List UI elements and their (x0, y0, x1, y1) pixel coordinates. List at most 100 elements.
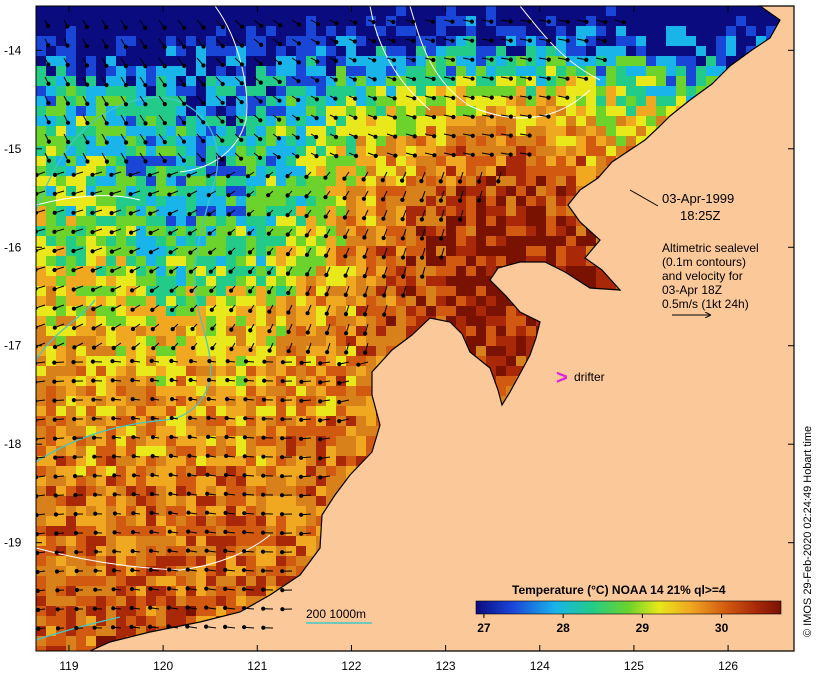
sst-pixel (106, 326, 117, 337)
sst-pixel (66, 646, 77, 651)
sst-pixel (336, 76, 347, 87)
sst-pixel (466, 286, 477, 297)
sst-pixel (426, 146, 437, 157)
sst-pixel (206, 256, 217, 267)
sst-pixel (546, 236, 557, 247)
sst-pixel (136, 196, 147, 207)
sst-pixel (66, 476, 77, 487)
sst-pixel (176, 126, 187, 137)
sst-pixel (36, 246, 47, 257)
sst-pixel (376, 206, 387, 217)
sst-pixel (576, 276, 587, 287)
sst-pixel (496, 296, 507, 307)
sst-pixel (276, 176, 287, 187)
sst-pixel (96, 416, 107, 427)
sst-pixel (226, 276, 237, 287)
sst-pixel (286, 166, 297, 177)
sst-pixel (156, 96, 167, 107)
sst-pixel (306, 366, 317, 377)
sst-pixel (86, 476, 97, 487)
sst-pixel (546, 46, 557, 57)
sst-pixel (326, 116, 337, 127)
sst-pixel (406, 106, 417, 117)
sst-pixel (416, 246, 427, 257)
sst-pixel (76, 86, 87, 97)
sst-pixel (236, 126, 247, 137)
sst-pixel (336, 216, 347, 227)
sst-pixel (96, 496, 107, 507)
velocity-vector-head (45, 23, 51, 28)
sst-pixel (56, 246, 67, 257)
sst-pixel (316, 286, 327, 297)
sst-pixel (76, 506, 87, 517)
sst-pixel (426, 256, 437, 267)
sst-pixel (76, 26, 87, 37)
sst-pixel (216, 366, 227, 377)
sst-pixel (256, 146, 267, 157)
sst-pixel (46, 506, 57, 517)
sst-pixel (256, 126, 267, 137)
sst-pixel (406, 256, 417, 267)
sst-pixel (296, 116, 307, 127)
sst-pixel (236, 86, 247, 97)
sst-pixel (156, 426, 167, 437)
sst-pixel (336, 476, 347, 487)
sst-pixel (86, 436, 97, 447)
velocity-vector-head (240, 24, 245, 29)
sst-pixel (46, 86, 57, 97)
sst-pixel (476, 276, 487, 287)
sst-pixel (216, 266, 227, 277)
sst-pixel (296, 256, 307, 267)
sst-pixel (156, 576, 167, 587)
sst-pixel (186, 36, 197, 47)
sst-pixel (156, 556, 167, 567)
sst-pixel (296, 506, 307, 517)
sst-pixel (136, 406, 147, 417)
sst-pixel (606, 76, 617, 87)
sst-pixel (46, 16, 57, 27)
sst-pixel (216, 226, 227, 237)
sst-pixel (246, 516, 257, 527)
sst-pixel (306, 486, 317, 497)
sst-pixel (256, 516, 267, 527)
sst-pixel (296, 566, 307, 577)
sst-pixel (46, 186, 57, 197)
sst-pixel (86, 486, 97, 497)
sst-pixel (386, 146, 397, 157)
sst-pixel (116, 336, 127, 347)
sst-pixel (66, 326, 77, 337)
sst-pixel (306, 156, 317, 167)
sst-pixel (236, 16, 247, 27)
sst-pixel (506, 76, 517, 87)
sst-pixel (546, 156, 557, 167)
sst-pixel (186, 46, 197, 57)
sst-pixel (346, 396, 357, 407)
sst-pixel (186, 526, 197, 537)
sst-pixel (66, 126, 77, 137)
sst-pixel (176, 376, 187, 387)
sst-pixel (296, 456, 307, 467)
sst-pixel (246, 206, 257, 217)
sst-pixel (96, 196, 107, 207)
sst-pixel (216, 166, 227, 177)
sst-pixel (66, 36, 77, 47)
sst-pixel (166, 536, 177, 547)
sst-pixel (366, 256, 377, 267)
sst-pixel (296, 476, 307, 487)
sst-pixel (606, 146, 617, 157)
sst-pixel (426, 216, 437, 227)
sst-pixel (326, 466, 337, 477)
sst-pixel (206, 226, 217, 237)
sst-pixel (36, 446, 47, 457)
sst-pixel (296, 276, 307, 287)
sst-pixel (406, 146, 417, 157)
sst-pixel (546, 116, 557, 127)
sst-pixel (306, 476, 317, 487)
sst-pixel (516, 36, 527, 47)
sst-pixel (36, 426, 47, 437)
sst-pixel (126, 6, 137, 17)
sst-pixel (276, 406, 287, 417)
sst-pixel (156, 596, 167, 607)
sst-pixel (46, 606, 57, 617)
sst-pixel (246, 16, 257, 27)
